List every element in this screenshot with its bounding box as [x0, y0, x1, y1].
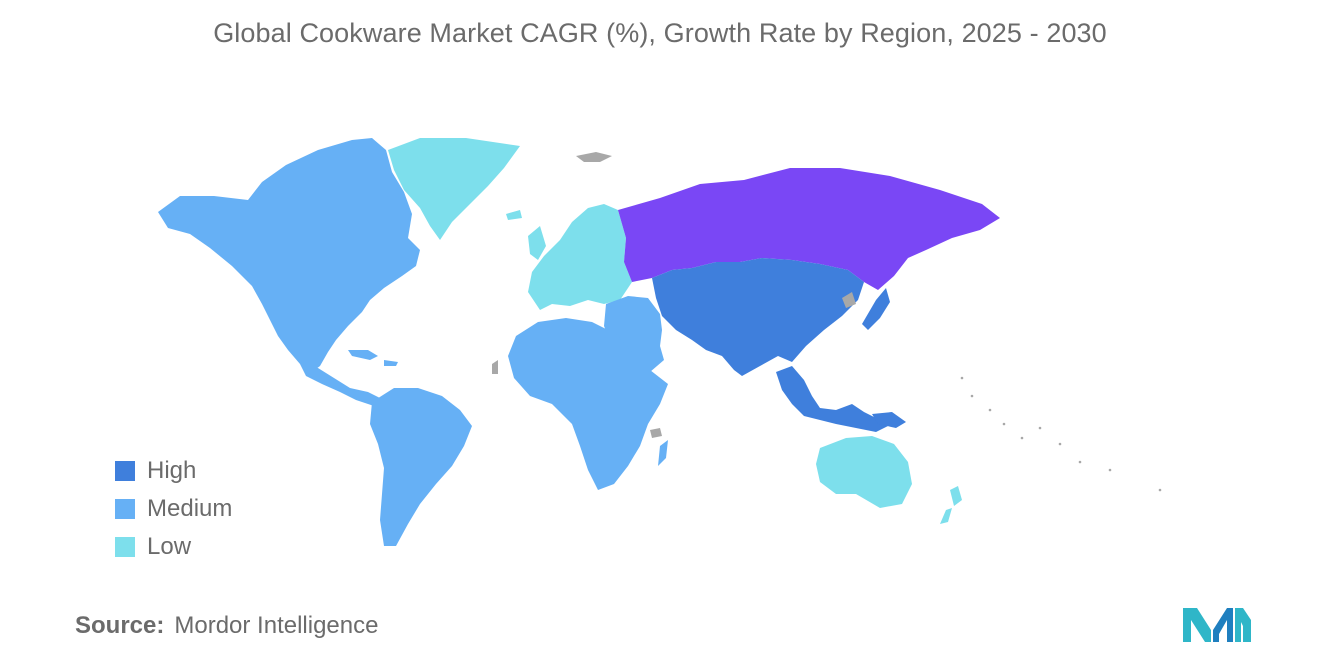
region-europe: [528, 204, 632, 310]
region-new-zealand: [940, 486, 962, 524]
region-asia: [652, 258, 864, 376]
region-no-data-svalbard: [576, 152, 612, 162]
region-central-america: [300, 364, 380, 406]
legend-item-medium: Medium: [115, 490, 232, 528]
legend-label-high: High: [147, 457, 197, 484]
region-new-guinea: [872, 412, 906, 428]
region-australia: [816, 436, 912, 508]
source-label: Source:: [75, 612, 165, 639]
region-no-data-korea: [842, 292, 856, 308]
pacific-islands: [960, 376, 1162, 492]
region-japan: [862, 288, 890, 330]
legend-swatch-high: [115, 461, 135, 481]
region-greenland: [388, 138, 520, 240]
legend-item-high: High: [115, 452, 232, 490]
source-value: Mordor Intelligence: [174, 612, 379, 639]
legend: High Medium Low: [115, 452, 232, 566]
region-madagascar: [658, 440, 668, 466]
region-south-america: [370, 388, 472, 546]
region-no-data-south-africa: [650, 428, 662, 438]
region-southeast-asia: [776, 366, 888, 432]
region-no-data-sahara: [492, 360, 498, 374]
mordor-intelligence-logo-icon: [1183, 608, 1251, 642]
region-caribbean: [348, 350, 398, 366]
legend-swatch-medium: [115, 499, 135, 519]
legend-label-low: Low: [147, 533, 192, 560]
chart-title: Global Cookware Market CAGR (%), Growth …: [213, 18, 1107, 48]
source-line: Source: Mordor Intelligence: [75, 612, 378, 640]
region-russia: [618, 168, 1000, 290]
legend-item-low: Low: [115, 528, 232, 566]
region-uk-iceland: [506, 210, 546, 260]
region-africa: [508, 318, 668, 490]
legend-label-medium: Medium: [147, 495, 233, 522]
legend-swatch-low: [115, 537, 135, 557]
region-north-america: [158, 138, 420, 372]
